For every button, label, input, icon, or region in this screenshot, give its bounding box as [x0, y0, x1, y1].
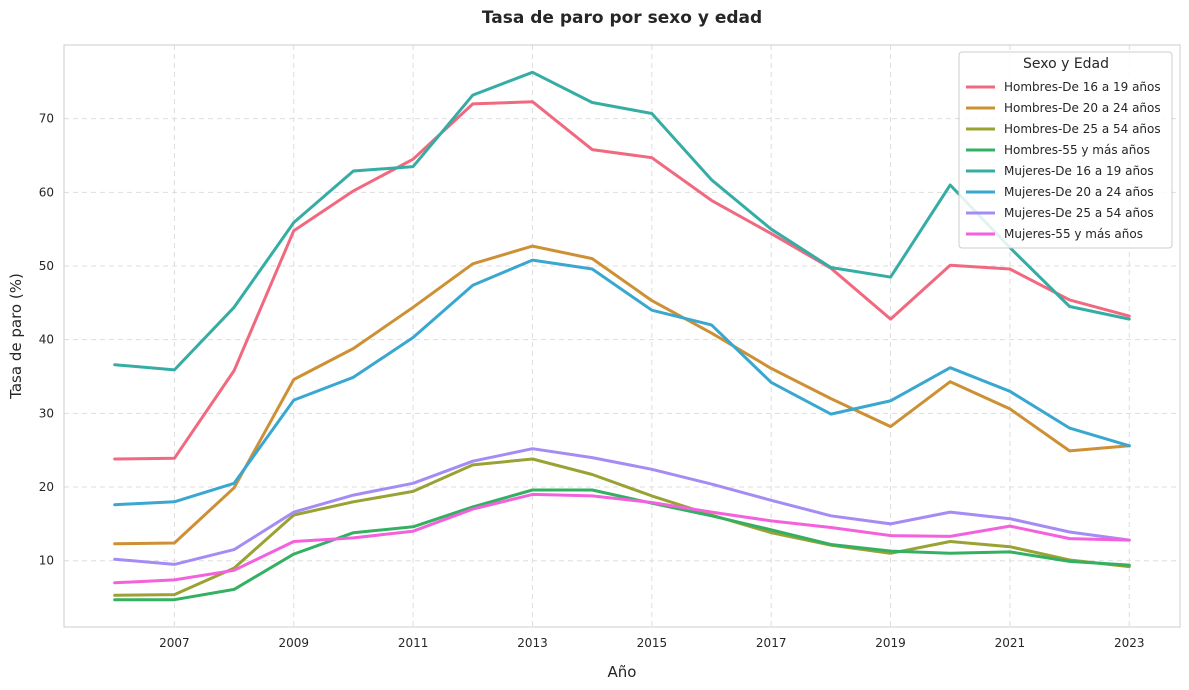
grid — [64, 45, 1180, 627]
legend-label: Mujeres-De 25 a 54 años — [1004, 206, 1154, 220]
series-line-6 — [113, 258, 1131, 507]
x-tick-label: 2011 — [398, 636, 429, 650]
y-tick-label: 30 — [39, 406, 54, 420]
y-axis-ticks: 10 20 30 40 50 60 70 — [39, 112, 54, 568]
y-tick-label: 10 — [39, 554, 54, 568]
x-axis-ticks: 2007 2009 2011 2013 2015 2017 2019 2021 2023 — [159, 636, 1144, 650]
y-tick-label: 70 — [39, 112, 54, 126]
x-tick-label: 2015 — [637, 636, 668, 650]
legend-label: Mujeres-De 20 a 24 años — [1004, 185, 1154, 199]
legend-box — [958, 51, 1173, 249]
x-tick-label: 2007 — [159, 636, 190, 650]
legend-label: Hombres-De 20 a 24 años — [1004, 101, 1161, 115]
y-axis-label: Tasa de paro (%) — [7, 273, 25, 400]
legend-items: Hombres-De 16 a 19 años Hombres-De 20 a 2… — [966, 80, 1161, 241]
x-tick-label: 2017 — [756, 636, 787, 650]
legend: Sexo y Edad Hombres-De 16 a 19 añosHombr… — [958, 51, 1173, 249]
legend-label: Mujeres-55 y más años — [1004, 227, 1143, 241]
chart-title: Tasa de paro por sexo y edad — [482, 8, 762, 28]
legend-label: Hombres-De 25 a 54 años — [1004, 122, 1161, 136]
legend-title: Sexo y Edad — [1023, 56, 1109, 72]
x-tick-label: 2009 — [278, 636, 309, 650]
y-tick-label: 20 — [39, 480, 54, 494]
x-tick-label: 2021 — [995, 636, 1026, 650]
legend-label: Hombres-De 16 a 19 años — [1004, 80, 1161, 94]
series-line-3 — [113, 457, 1131, 597]
x-tick-label: 2013 — [517, 636, 548, 650]
y-tick-label: 60 — [39, 185, 54, 199]
plot-frame — [63, 44, 1181, 628]
x-tick-label: 2023 — [1114, 636, 1145, 650]
series-line-8 — [113, 492, 1131, 585]
series-line-2 — [113, 244, 1131, 546]
y-tick-label: 40 — [39, 333, 54, 347]
x-tick-label: 2019 — [875, 636, 906, 650]
series-line-1 — [113, 100, 1131, 461]
y-tick-label: 50 — [39, 259, 54, 273]
series-line-7 — [113, 447, 1131, 566]
legend-label: Hombres-55 y más años — [1004, 143, 1150, 157]
x-axis-label: Año — [608, 663, 637, 681]
series-line-4 — [113, 488, 1131, 602]
legend-label: Mujeres-De 16 a 19 años — [1004, 164, 1154, 178]
